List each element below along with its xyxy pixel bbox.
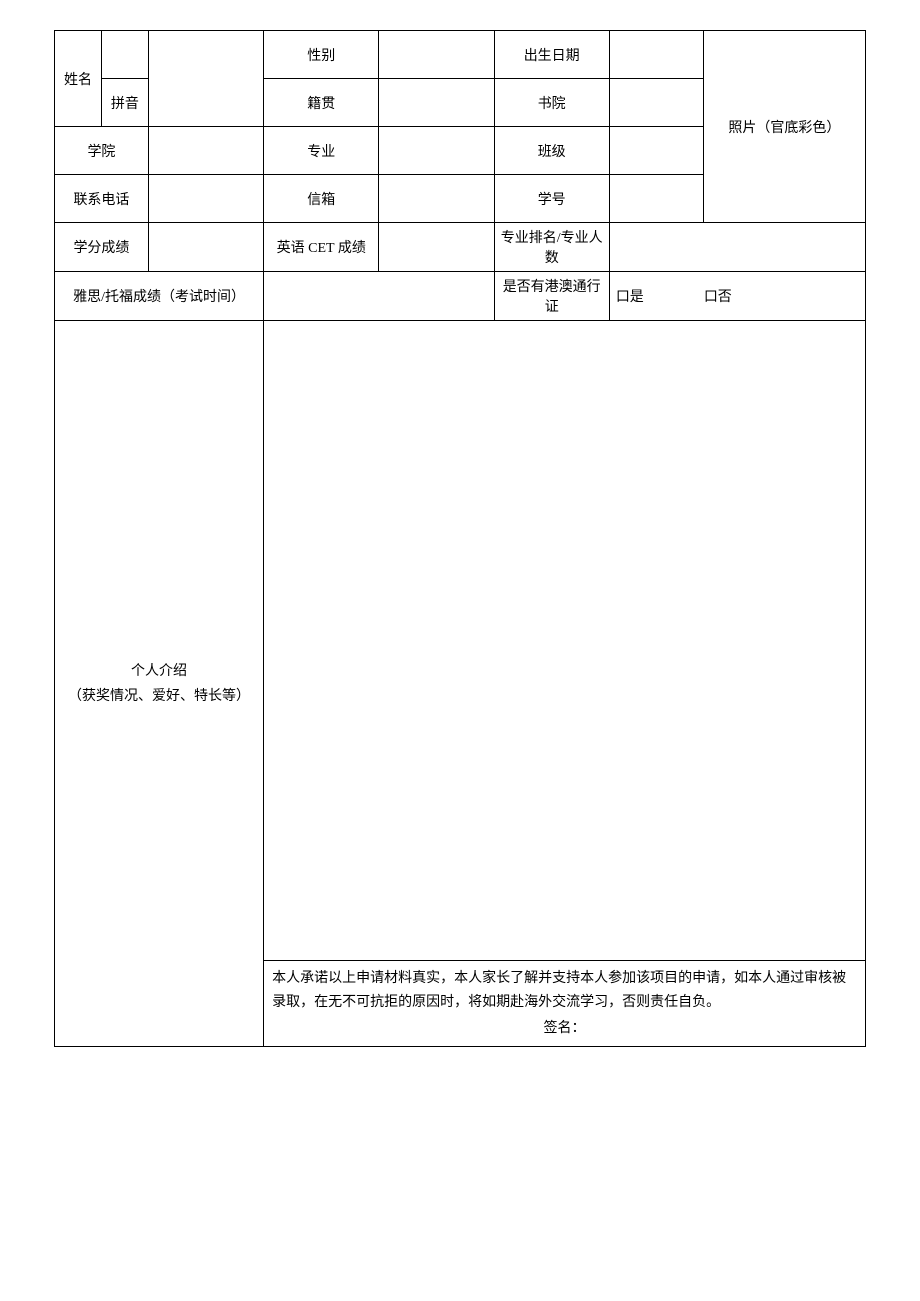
label-credit-score: 学分成绩 xyxy=(55,223,149,272)
label-permit: 是否有港澳通行证 xyxy=(494,272,609,321)
value-credit-score[interactable] xyxy=(148,223,263,272)
intro-line2: （获奖情况、爱好、特长等） xyxy=(57,684,261,709)
value-email[interactable] xyxy=(379,175,494,223)
label-cet: 英语 CET 成绩 xyxy=(264,223,379,272)
value-book-college[interactable] xyxy=(609,79,703,127)
photo-cell: 照片（官底彩色） xyxy=(703,31,865,223)
value-major[interactable] xyxy=(379,127,494,175)
label-class: 班级 xyxy=(494,127,609,175)
value-intro[interactable] xyxy=(264,321,866,961)
label-intro: 个人介绍 （获奖情况、爱好、特长等） xyxy=(55,321,264,1047)
value-dob[interactable] xyxy=(609,31,703,79)
value-rank[interactable] xyxy=(609,223,865,272)
declaration-cell: 本人承诺以上申请材料真实，本人家长了解并支持本人参加该项目的申请，如本人通过审核… xyxy=(264,961,866,1047)
label-student-id: 学号 xyxy=(494,175,609,223)
value-phone[interactable] xyxy=(148,175,263,223)
label-rank: 专业排名/专业人数 xyxy=(494,223,609,272)
permit-options: 口是 口否 xyxy=(609,272,865,321)
value-student-id[interactable] xyxy=(609,175,703,223)
value-hometown[interactable] xyxy=(379,79,494,127)
label-pinyin: 拼音 xyxy=(101,79,148,127)
value-name-side[interactable] xyxy=(148,31,263,127)
value-ielts[interactable] xyxy=(264,272,494,321)
application-form-table: 姓名 性别 出生日期 照片（官底彩色） 拼音 籍贯 书院 学院 专业 班级 联系… xyxy=(54,30,866,1047)
label-book-college: 书院 xyxy=(494,79,609,127)
label-name: 姓名 xyxy=(55,31,102,127)
label-hometown: 籍贯 xyxy=(264,79,379,127)
value-cet[interactable] xyxy=(379,223,494,272)
value-class[interactable] xyxy=(609,127,703,175)
label-ielts: 雅思/托福成绩（考试时间） xyxy=(55,272,264,321)
intro-line1: 个人介绍 xyxy=(57,659,261,684)
value-school[interactable] xyxy=(148,127,263,175)
label-dob: 出生日期 xyxy=(494,31,609,79)
label-major: 专业 xyxy=(264,127,379,175)
signature-label: 签名： xyxy=(272,1017,857,1041)
value-gender[interactable] xyxy=(379,31,494,79)
label-gender: 性别 xyxy=(264,31,379,79)
declaration-text: 本人承诺以上申请材料真实，本人家长了解并支持本人参加该项目的申请，如本人通过审核… xyxy=(272,967,857,1015)
value-name-top[interactable] xyxy=(101,31,148,79)
label-phone: 联系电话 xyxy=(55,175,149,223)
label-email: 信箱 xyxy=(264,175,379,223)
checkbox-yes[interactable]: 口是 xyxy=(616,286,644,306)
label-school: 学院 xyxy=(55,127,149,175)
checkbox-no[interactable]: 口否 xyxy=(704,286,732,306)
